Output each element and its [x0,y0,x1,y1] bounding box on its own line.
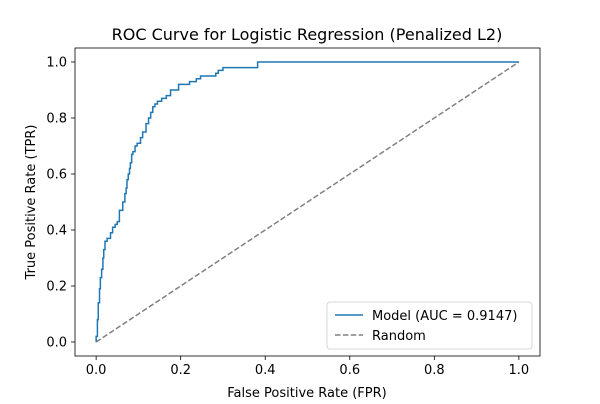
x-tick-label: 1.0 [509,363,530,378]
y-tick-label: 0.6 [46,168,67,183]
y-axis-label: True Positive Rate (TPR) [24,125,39,281]
x-tick-label: 0.4 [255,363,276,378]
x-tick-label: 0.0 [86,363,107,378]
y-axis-ticks: 0.0 0.2 0.4 0.6 0.8 1.0 [46,56,75,351]
x-tick-label: 0.2 [170,363,191,378]
series-line-model [95,61,519,342]
legend-label-random: Random [372,329,426,344]
plot-area [95,61,520,343]
plot-frame [74,47,541,357]
y-tick-label: 1.0 [46,56,67,71]
y-tick-label: 0.4 [46,224,67,239]
x-axis-label: False Positive Rate (FPR) [227,386,386,400]
legend-box [326,301,533,350]
x-tick-label: 0.8 [424,363,445,378]
chart-title: ROC Curve for Logistic Regression (Penal… [112,25,503,44]
legend: Model (AUC = 0.9147) Random [326,301,533,350]
x-axis-ticks: 0.0 0.2 0.4 0.6 0.8 1.0 [86,356,529,378]
y-tick-label: 0.8 [46,112,67,127]
y-tick-label: 0.0 [46,336,67,351]
y-tick-label: 0.2 [46,280,67,295]
legend-label-model: Model (AUC = 0.9147) [372,309,517,324]
series-line-random [95,61,520,343]
x-tick-label: 0.6 [339,363,360,378]
